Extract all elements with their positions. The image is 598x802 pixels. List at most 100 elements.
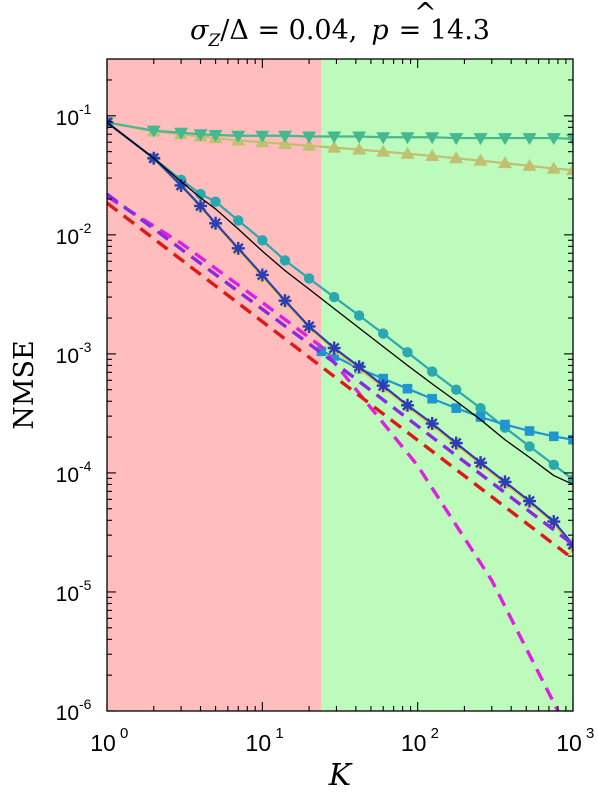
marker-1-12 [400, 132, 415, 145]
marker-1-19 [566, 133, 573, 146]
marker-1-15 [473, 133, 488, 146]
marker-5-16 [498, 475, 512, 489]
x-tick-label-2: 10 [401, 730, 427, 756]
x-tick-exp-2: 2 [431, 725, 439, 742]
marker-5-9 [327, 341, 341, 355]
y-axis-label: NMSE [9, 340, 40, 429]
marker-3-11 [568, 434, 573, 445]
marker-3-3 [378, 373, 389, 384]
marker-2-11 [378, 328, 389, 339]
series-1 [107, 117, 573, 146]
marker-0-16 [498, 156, 513, 169]
series-6 [107, 121, 573, 486]
marker-2-3 [195, 188, 206, 200]
marker-0-9 [327, 140, 342, 153]
x-axis-label: K [328, 758, 353, 793]
marker-3-8 [500, 419, 510, 430]
marker-0-12 [400, 146, 415, 159]
marker-3-0 [316, 346, 327, 357]
plot-frame [106, 58, 574, 712]
marker-5-11 [376, 379, 390, 393]
axis-ticks [106, 59, 574, 712]
marker-1-9 [327, 131, 342, 144]
marker-5-2 [174, 178, 188, 192]
marker-0-17 [522, 158, 537, 171]
y-tick-label-2: 10 [56, 464, 79, 487]
marker-5-18 [547, 515, 561, 529]
y-tick-exp-5: -1 [79, 101, 92, 117]
y-tick-exp-3: -3 [79, 339, 92, 355]
marker-2-4 [210, 196, 221, 207]
series-line-9 [107, 201, 573, 561]
marker-5-17 [523, 494, 537, 508]
y-tick-exp-2: -4 [79, 458, 92, 474]
y-tick-label-1: 10 [56, 583, 79, 606]
marker-2-12 [402, 347, 413, 358]
title-hat: ^ [414, 0, 437, 29]
marker-2-5 [233, 215, 244, 226]
marker-1-4 [208, 129, 223, 142]
y-tick-exp-0: -6 [79, 696, 92, 712]
marker-0-8 [302, 138, 317, 151]
marker-1-8 [302, 131, 317, 144]
marker-1-16 [498, 133, 513, 146]
series-line-6 [107, 121, 573, 486]
x-tick-exp-3: 3 [586, 725, 594, 742]
x-tick-labels: 10 0 10 1 10 2 10 3 [90, 725, 594, 756]
marker-0-18 [546, 161, 561, 174]
x-tick-label-3: 10 [556, 730, 582, 756]
marker-1-17 [522, 133, 537, 146]
series-line-8 [107, 192, 573, 546]
marker-2-14 [450, 384, 462, 395]
marker-2-13 [426, 366, 438, 377]
marker-1-18 [546, 133, 561, 146]
marker-5-14 [449, 436, 463, 450]
marker-5-13 [425, 417, 439, 431]
marker-3-9 [524, 426, 535, 436]
y-tick-label-3: 10 [56, 345, 79, 368]
marker-5-5 [231, 241, 245, 255]
series-7 [107, 195, 560, 711]
marker-5-7 [278, 294, 292, 308]
marker-0-13 [425, 148, 440, 161]
marker-3-4 [402, 383, 413, 394]
marker-2-15 [475, 402, 486, 414]
marker-5-8 [302, 319, 316, 333]
marker-3-5 [427, 393, 437, 404]
chart-title: σZ/Δ = 0.04, p = 14.3 [190, 15, 490, 51]
marker-5-15 [474, 456, 488, 470]
marker-0-15 [473, 153, 488, 166]
marker-0-10 [352, 142, 367, 155]
marker-2-8 [303, 273, 315, 284]
series-8 [107, 192, 573, 546]
series-9 [107, 201, 573, 561]
x-tick-exp-0: 0 [120, 725, 128, 742]
region-0 [107, 59, 322, 711]
series-layer [107, 115, 573, 711]
x-tick-exp-1: 1 [275, 725, 283, 742]
marker-5-4 [209, 216, 223, 230]
y-tick-exp-4: -2 [79, 220, 92, 236]
marker-5-6 [255, 268, 269, 282]
marker-0-19 [566, 163, 573, 176]
y-tick-labels: 10-610-510-410-310-210-1 [56, 101, 92, 725]
marker-2-17 [524, 441, 535, 452]
marker-1-10 [352, 131, 367, 144]
series-5 [107, 115, 573, 552]
marker-1-14 [449, 133, 464, 146]
marker-2-18 [548, 459, 559, 471]
marker-5-12 [400, 398, 414, 412]
marker-2-6 [257, 235, 268, 246]
marker-2-9 [328, 291, 340, 303]
y-tick-label-4: 10 [56, 226, 79, 249]
marker-2-7 [279, 255, 291, 266]
marker-0-14 [449, 151, 464, 164]
y-tick-exp-1: -5 [79, 577, 92, 593]
marker-3-10 [548, 431, 559, 442]
marker-0-7 [278, 136, 293, 149]
y-tick-label-0: 10 [56, 702, 79, 725]
series-line-7 [107, 195, 560, 711]
marker-1-2 [174, 127, 189, 140]
x-tick-label-1: 10 [246, 730, 272, 756]
